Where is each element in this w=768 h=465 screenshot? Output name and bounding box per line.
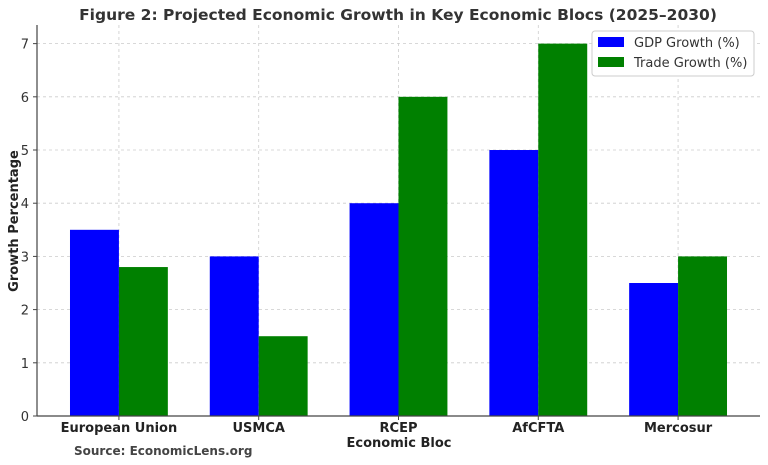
x-tick-label: AfCFTA <box>512 421 564 436</box>
bar-0-3 <box>489 150 539 416</box>
x-tick-label: USMCA <box>232 421 284 436</box>
bar-1-3 <box>538 43 588 416</box>
bar-0-2 <box>349 203 399 416</box>
x-axis-label: Economic Bloc <box>347 436 452 451</box>
chart-title: Figure 2: Projected Economic Growth in K… <box>79 6 717 24</box>
bar-1-0 <box>118 267 168 416</box>
legend-label: Trade Growth (%) <box>633 56 747 71</box>
legend-label: GDP Growth (%) <box>634 36 740 51</box>
y-tick-label: 3 <box>21 250 29 265</box>
x-tick-label: Mercosur <box>644 421 713 436</box>
y-tick-label: 0 <box>21 410 29 425</box>
bar-0-1 <box>209 256 259 416</box>
y-tick-label: 4 <box>21 197 29 212</box>
y-axis-label: Growth Percentage <box>7 150 22 292</box>
legend-swatch <box>598 57 624 67</box>
y-tick-label: 2 <box>21 304 29 319</box>
x-tick-label: RCEP <box>380 421 418 436</box>
bar-0-0 <box>69 229 119 416</box>
bar-1-2 <box>398 96 448 416</box>
source-note: Source: EconomicLens.org <box>74 444 252 458</box>
bar-1-4 <box>678 256 728 416</box>
legend-frame <box>591 30 755 77</box>
legend: GDP Growth (%) Trade Growth (%) <box>591 30 755 77</box>
y-tick-label: 5 <box>21 144 29 159</box>
y-tick-label: 7 <box>21 38 29 53</box>
bar-0-4 <box>629 283 679 416</box>
y-tick-label: 1 <box>21 357 29 372</box>
bar-1-1 <box>258 336 308 416</box>
y-tick-label: 6 <box>21 91 29 106</box>
x-tick-label: European Union <box>61 421 178 436</box>
legend-swatch <box>598 37 624 47</box>
